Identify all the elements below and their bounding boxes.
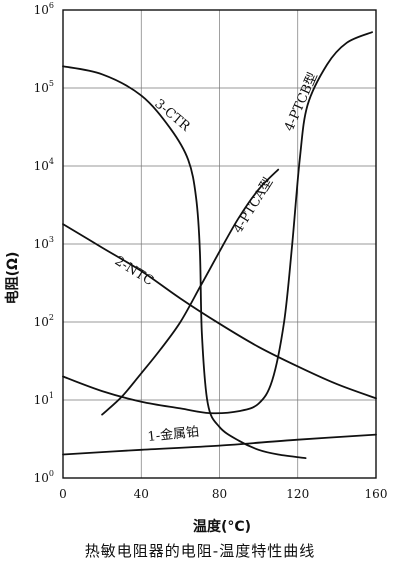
y-tick-label-1e2: 102 (34, 313, 54, 329)
curve-series-4-ptcb (62, 31, 373, 415)
axis-layer (62, 9, 377, 479)
x-tick-label-40: 40 (134, 487, 149, 501)
curve-series-1-platinum (62, 433, 377, 456)
y-tick-label-1e4: 104 (34, 157, 54, 173)
y-tick-label-1e6: 106 (34, 1, 54, 17)
y-tick-label-1e3: 103 (34, 235, 54, 251)
y-tick-label-1e5: 105 (34, 79, 54, 95)
x-tick-label-0: 0 (59, 487, 67, 501)
y-axis-title: 电阻(Ω) (4, 252, 21, 305)
figure-caption: 热敏电阻器的电阻-温度特性曲线 (85, 542, 315, 560)
curve-series-2-ntc (62, 223, 377, 400)
label-series-2: 2-NTC (112, 254, 156, 289)
x-tick-label-120: 120 (286, 487, 309, 501)
curve-series-4-ptca (101, 168, 280, 416)
y-tick-label-1e0: 100 (34, 469, 54, 485)
curve-series-3-ctr (62, 65, 307, 459)
x-axis-title: 温度(°C) (193, 518, 251, 535)
label-series-3: 3-CTR (151, 97, 193, 136)
y-tick-label-1e1: 101 (34, 391, 54, 407)
x-tick-label-80: 80 (212, 487, 227, 501)
plot-frame (62, 9, 377, 479)
label-series-4b: 4-PTCB型 (282, 70, 321, 133)
label-series-4a: 4-PTCA型 (231, 175, 277, 236)
curve-layer (62, 31, 377, 459)
label-series-1: 1-金属铂 (147, 424, 200, 445)
x-tick-label-160: 160 (365, 487, 388, 501)
tick-label-layer: 0 40 80 120 160 100 101 102 103 104 105 106 (34, 1, 388, 501)
grid-layer (63, 10, 376, 478)
